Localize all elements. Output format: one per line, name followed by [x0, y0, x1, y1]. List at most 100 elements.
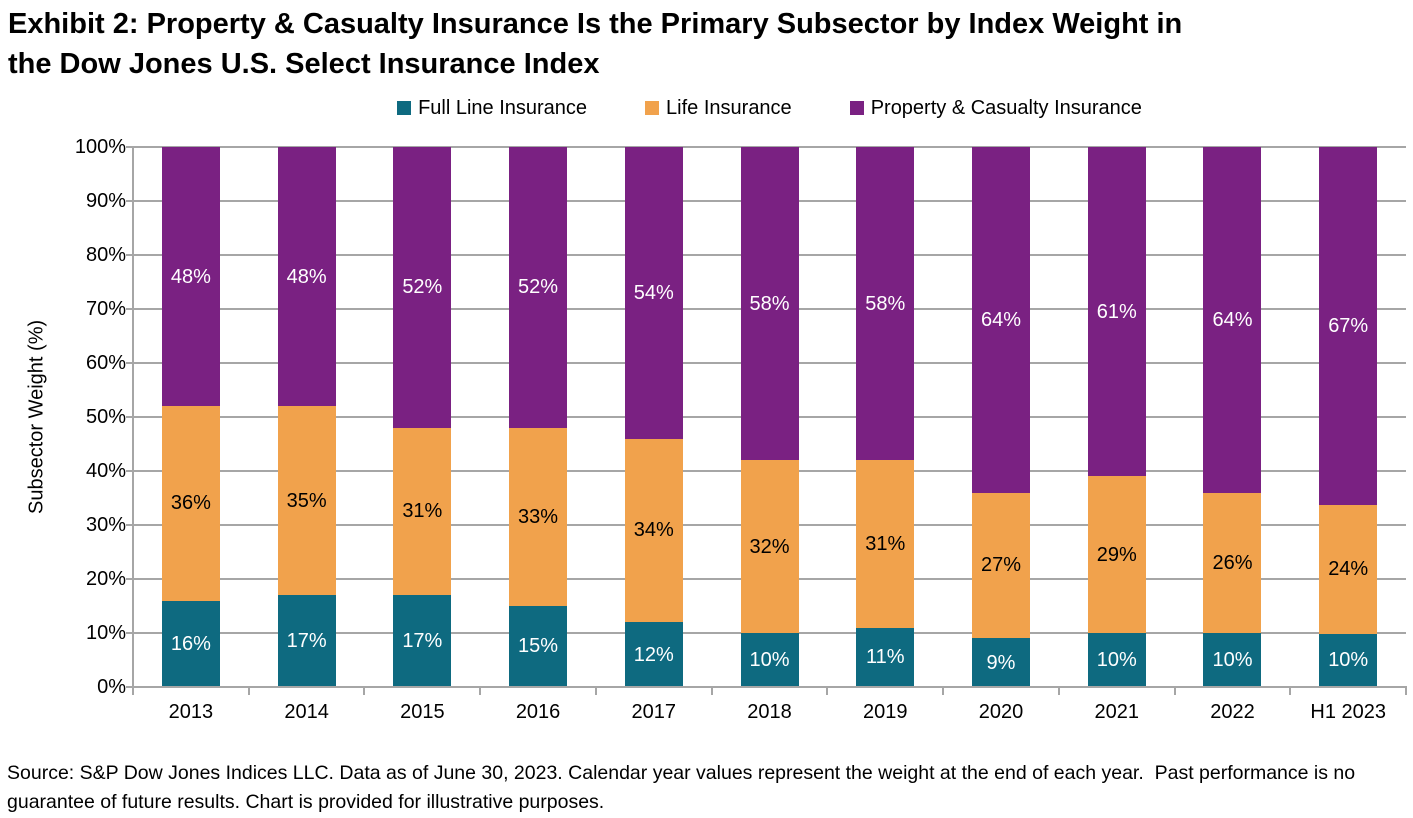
- legend-item-3: Property & Casualty Insurance: [849, 96, 1142, 120]
- stacked-bar-2013: 48% 36% 16%: [161, 147, 220, 687]
- y-tick-mark: [126, 200, 133, 202]
- bar-slot-2021: 61% 29% 10%: [1059, 147, 1175, 687]
- y-axis-title: Subsector Weight (%): [25, 319, 48, 515]
- chart-title-line1: Exhibit 2: Property & Casualty Insurance…: [8, 8, 1183, 40]
- x-tick-label-2021: 2021: [1094, 701, 1139, 723]
- x-tick-mark: [594, 688, 597, 695]
- y-tick-label-100pct: 100%: [74, 136, 126, 158]
- bar-segment-full-line-insurance: 9%: [972, 638, 1030, 687]
- bar-value-label: 17%: [286, 630, 327, 653]
- bar-value-label: 67%: [1328, 315, 1369, 338]
- bar-segment-property-casualty-insurance: 64%: [1203, 147, 1262, 493]
- legend-label: Life Insurance: [666, 96, 792, 119]
- bar-segment-full-line-insurance: 17%: [393, 595, 452, 687]
- y-tick-mark: [126, 146, 133, 148]
- y-tick-mark: [126, 524, 133, 526]
- bar-segment-property-casualty-insurance: 52%: [393, 147, 452, 428]
- y-tick-label-60pct: 60%: [85, 352, 126, 374]
- x-tick-label-2017: 2017: [631, 701, 677, 723]
- x-tick-mark: [479, 688, 482, 695]
- x-tick-mark: [247, 688, 250, 695]
- bar-value-label: 16%: [170, 632, 211, 655]
- y-tick-label-10pct: 10%: [85, 622, 126, 644]
- bar-value-label: 17%: [402, 630, 443, 653]
- y-axis-line: [132, 147, 134, 693]
- bar-segment-life-insurance: 26%: [1203, 492, 1262, 633]
- x-tick-label-2013: 2013: [168, 701, 214, 723]
- bar-value-label: 35%: [286, 489, 327, 512]
- stacked-bar-2021: 61% 29% 10%: [1087, 147, 1146, 687]
- bar-segment-life-insurance: 33%: [509, 427, 568, 606]
- bar-value-label: 52%: [518, 276, 559, 299]
- stacked-bar-2015: 52% 31% 17%: [393, 147, 452, 687]
- bar-value-label: 54%: [633, 281, 674, 304]
- legend-item-2: Life Insurance: [645, 97, 792, 120]
- bar-segment-property-casualty-insurance: 48%: [277, 147, 336, 407]
- bar-slot-2014: 48% 35% 17%: [249, 147, 365, 687]
- bar-value-label: 31%: [865, 532, 906, 555]
- bar-segment-life-insurance: 31%: [393, 427, 452, 596]
- bar-value-label: 29%: [1096, 543, 1137, 566]
- bar-value-label: 52%: [402, 276, 443, 299]
- bar-slot-h1-2023: 67% 24% 10%: [1290, 147, 1406, 687]
- bar-slot-2013: 48% 36% 16%: [133, 147, 249, 687]
- bar-segment-life-insurance: 31%: [856, 460, 915, 628]
- legend-label: Property & Casualty Insurance: [870, 96, 1142, 119]
- stacked-bar-h1-2023: 67% 24% 10%: [1319, 147, 1378, 687]
- y-tick-label-90pct: 90%: [85, 190, 126, 212]
- bar-value-label: 10%: [1096, 648, 1137, 671]
- bar-segment-property-casualty-insurance: 58%: [856, 147, 915, 461]
- y-tick-label-20pct: 20%: [85, 568, 126, 590]
- bar-value-label: 32%: [749, 535, 790, 558]
- x-tick-label-2015: 2015: [400, 701, 445, 723]
- bar-value-label: 10%: [749, 648, 790, 671]
- bar-value-label: 61%: [1096, 300, 1137, 323]
- bar-segment-full-line-insurance: 11%: [856, 627, 915, 687]
- x-tick-mark: [1405, 688, 1407, 695]
- bar-value-label: 24%: [1328, 558, 1369, 581]
- bar-segment-full-line-insurance: 10%: [1319, 633, 1378, 687]
- bar-value-label: 58%: [865, 292, 906, 315]
- bar-value-label: 12%: [633, 643, 674, 666]
- x-axis-tick-labels: 2013 2014 2015 2016 2017 2018 2019 2020 2021 2022…: [133, 701, 1406, 727]
- stacked-bar-2017: 54% 34% 12%: [624, 147, 683, 687]
- y-tick-mark: [126, 470, 133, 472]
- y-tick-mark: [126, 686, 133, 688]
- bar-slot-2018: 58% 32% 10%: [712, 147, 828, 687]
- legend-swatch-icon: [397, 101, 412, 115]
- y-tick-label-50pct: 50%: [85, 406, 126, 428]
- x-tick-mark: [1289, 688, 1292, 695]
- bar-value-label: 10%: [1212, 648, 1253, 671]
- x-tick-mark: [942, 688, 945, 695]
- bar-slot-2017: 54% 34% 12%: [596, 147, 712, 687]
- stacked-bar-2020: 64% 27% 9%: [972, 147, 1030, 687]
- stacked-bar-2016: 52% 33% 15%: [509, 147, 568, 687]
- bar-value-label: 26%: [1212, 551, 1253, 574]
- legend: Full Line Insurance Life Insurance Propert…: [133, 94, 1406, 122]
- bar-value-label: 64%: [1212, 308, 1253, 331]
- bar-value-label: 34%: [633, 519, 674, 542]
- bar-segment-full-line-insurance: 10%: [1203, 632, 1262, 687]
- y-tick-mark: [126, 578, 133, 580]
- bar-value-label: 15%: [518, 635, 559, 658]
- plot-area: 48% 36% 16% 48% 35% 17% 52% 31% 17% 52% 33% 15% 54% 3…: [133, 146, 1406, 687]
- bar-value-label: 48%: [286, 265, 327, 288]
- y-tick-mark: [126, 632, 133, 634]
- legend-item-1: Full Line Insurance: [397, 97, 587, 120]
- bar-segment-life-insurance: 29%: [1087, 476, 1146, 633]
- bar-slot-2022: 64% 26% 10%: [1175, 147, 1291, 687]
- x-tick-mark: [1057, 688, 1060, 695]
- bar-segment-life-insurance: 34%: [624, 438, 683, 623]
- legend-swatch-icon: [645, 101, 660, 115]
- bar-slot-2019: 58% 31% 11%: [827, 147, 943, 687]
- chart-title-line2: the Dow Jones U.S. Select Insurance Inde…: [8, 48, 600, 80]
- bar-segment-property-casualty-insurance: 67%: [1319, 147, 1378, 506]
- bar-value-label: 36%: [170, 492, 211, 515]
- bars-container: 48% 36% 16% 48% 35% 17% 52% 31% 17% 52% 33% 15% 54% 3…: [133, 147, 1406, 687]
- bar-slot-2016: 52% 33% 15%: [480, 147, 596, 687]
- y-tick-mark: [126, 416, 133, 418]
- x-tick-mark: [363, 688, 366, 695]
- bar-segment-full-line-insurance: 12%: [624, 622, 683, 687]
- bar-value-label: 48%: [170, 265, 211, 288]
